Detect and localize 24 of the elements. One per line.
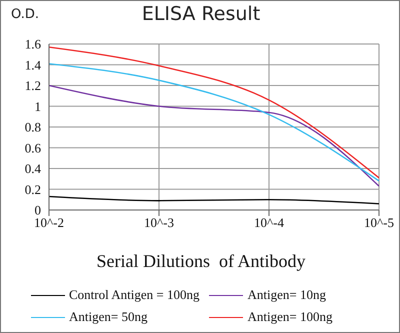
chart-title: ELISA Result bbox=[142, 3, 260, 25]
x-tick-label: 10^-5 bbox=[364, 215, 394, 230]
y-tick-label: 1.6 bbox=[24, 36, 42, 52]
y-axis-title: O.D. bbox=[11, 7, 39, 22]
line-series bbox=[49, 63, 379, 182]
y-tick-label: 1.2 bbox=[24, 78, 41, 94]
y-tick-label: 0.2 bbox=[24, 182, 41, 197]
line-series bbox=[49, 196, 379, 204]
y-tick-label: 1.4 bbox=[24, 57, 42, 72]
y-tick-label: 0.4 bbox=[24, 161, 42, 176]
line-series bbox=[49, 46, 379, 178]
x-axis-title: Serial Dilutions of Antibody bbox=[96, 251, 306, 272]
y-tick-label: 0.8 bbox=[24, 120, 41, 135]
legend-label: Antigen= 50ng bbox=[69, 309, 148, 325]
y-tick-label: 0.6 bbox=[24, 140, 42, 156]
x-tick-label: 10^-4 bbox=[254, 215, 284, 230]
y-tick-label: 0 bbox=[34, 202, 41, 218]
legend-label: Antigen= 100ng bbox=[247, 309, 332, 325]
y-tick-label: 1 bbox=[34, 98, 41, 114]
x-tick-label: 10^-2 bbox=[34, 215, 64, 230]
line-series bbox=[49, 84, 379, 187]
legend-label: Control Antigen = 100ng bbox=[69, 287, 200, 303]
legend-label: Antigen= 10ng bbox=[247, 287, 326, 303]
x-tick-label: 10^-3 bbox=[144, 215, 174, 230]
